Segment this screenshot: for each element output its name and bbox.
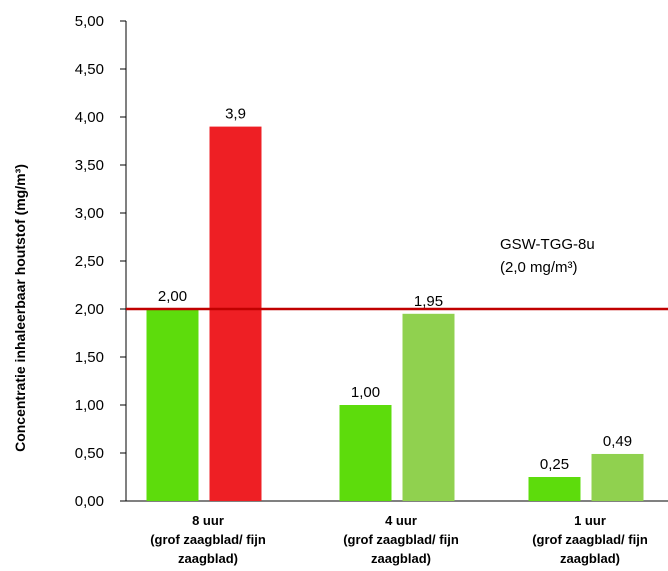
y-tick-label: 3,50: [75, 157, 104, 174]
data-label: 1,00: [351, 384, 380, 401]
x-tick-label: 4 uur: [385, 513, 417, 528]
x-tick-label: (grof zaagblad/ fijn: [532, 532, 648, 547]
data-label: 3,9: [225, 106, 246, 123]
x-tick-label: zaagblad): [178, 551, 238, 566]
x-tick-label: zaagblad): [371, 551, 431, 566]
bar: [146, 309, 199, 501]
data-label: 0,25: [540, 456, 569, 473]
bar: [591, 453, 644, 501]
y-tick-label: 2,00: [75, 301, 104, 318]
x-tick-label: 8 uur: [192, 513, 224, 528]
reference-line-label: GSW-TGG-8u: [500, 236, 595, 253]
y-tick-label: 1,00: [75, 397, 104, 414]
data-label: 0,49: [603, 433, 632, 450]
y-tick-label: 5,00: [75, 13, 104, 30]
reference-line-label: (2,0 mg/m³): [500, 259, 578, 276]
x-tick-label: (grof zaagblad/ fijn: [343, 532, 459, 547]
y-tick-label: 3,00: [75, 205, 104, 222]
data-label: 2,00: [158, 288, 187, 305]
x-tick-label: zaagblad): [560, 551, 620, 566]
y-tick-label: 4,00: [75, 109, 104, 126]
bars: 2,00 3,9 1,00 1,95 0,25 0,49: [146, 106, 644, 501]
bar: [402, 313, 455, 501]
bar: [209, 126, 262, 501]
data-label: 1,95: [414, 293, 443, 310]
y-tick-label: 0,00: [75, 493, 104, 510]
x-tick-label: 1 uur: [574, 513, 606, 528]
y-tick-label: 1,50: [75, 349, 104, 366]
y-tick-label: 0,50: [75, 445, 104, 462]
y-axis-title: Concentratie inhaleerbaar houtstof (mg/m…: [12, 164, 28, 452]
bar: [339, 405, 392, 501]
bar: [528, 477, 581, 501]
reference-line-group: GSW-TGG-8u (2,0 mg/m³): [126, 236, 668, 311]
category-labels: 8 uur (grof zaagblad/ fijn zaagblad) 4 uur (…: [150, 513, 648, 566]
y-tick-label: 4,50: [75, 61, 104, 78]
x-tick-label: (grof zaagblad/ fijn: [150, 532, 266, 547]
y-tick-label: 2,50: [75, 253, 104, 270]
